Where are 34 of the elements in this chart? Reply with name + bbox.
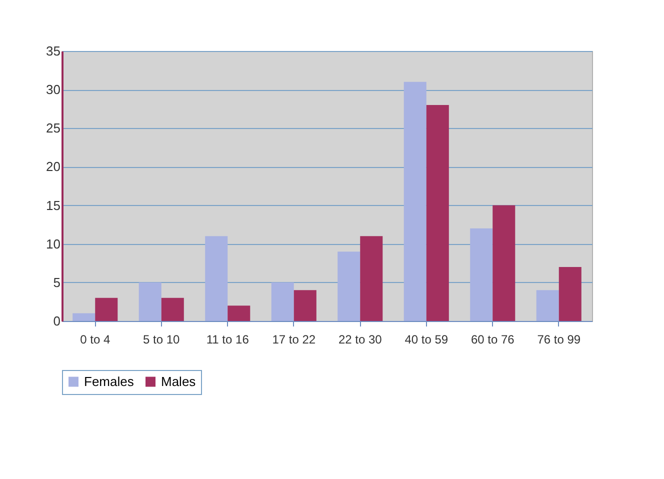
bar [404,82,426,321]
legend-label: Females [84,374,134,389]
legend-label: Males [161,374,196,389]
bar [294,290,316,321]
y-tick-label: 0 [53,314,60,328]
x-tick-label: 40 to 59 [404,332,448,346]
x-tick-label: 0 to 4 [80,332,110,346]
x-tick-label: 17 to 22 [272,332,316,346]
x-tick-label: 22 to 30 [338,332,382,346]
y-tick-label: 35 [46,44,60,58]
bar [492,205,516,321]
y-tick-label: 30 [46,82,60,98]
x-tick-label: 11 to 16 [206,332,250,346]
bar [271,282,294,321]
bar [72,313,96,321]
bar [228,306,250,321]
bar [95,298,118,321]
bar [138,282,162,321]
bar [360,236,383,321]
y-tick-label: 5 [53,274,60,290]
bar [205,236,228,321]
bar [470,228,493,321]
x-tick-label: 76 to 99 [537,332,581,346]
y-tick-label: 10 [46,236,60,252]
bar [536,290,559,321]
x-tick-label: 5 to 10 [143,332,180,346]
y-tick-label: 15 [46,198,60,213]
y-tick-label: 25 [46,120,60,136]
y-tick-label: 20 [46,159,60,174]
x-tick-label: 60 to 76 [470,332,515,346]
bar [558,267,582,321]
bar [161,298,184,321]
bar [338,252,360,321]
bar [426,105,449,321]
